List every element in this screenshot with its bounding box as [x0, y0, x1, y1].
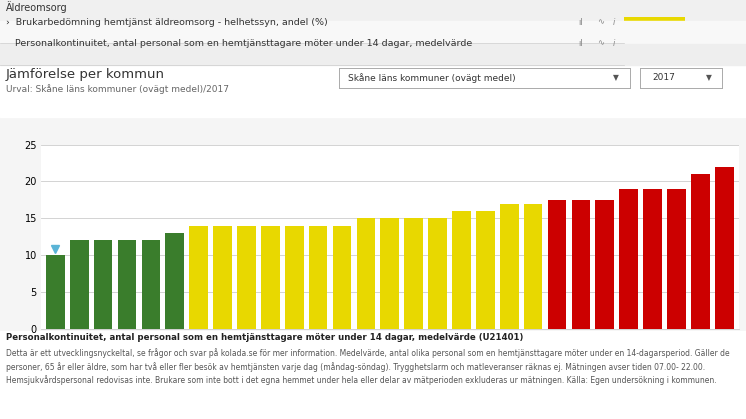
Text: ▼: ▼: [613, 73, 618, 83]
Bar: [715, 167, 733, 329]
Bar: [213, 226, 232, 329]
Bar: [285, 226, 304, 329]
Text: Personalkontinuitet, antal personal som en hemtjänsttagare möter under 14 dagar,: Personalkontinuitet, antal personal som …: [6, 333, 524, 342]
Bar: [595, 200, 614, 329]
Bar: [357, 218, 375, 329]
Text: Urval: Skåne läns kommuner (ovägt medel)/2017: Urval: Skåne läns kommuner (ovägt medel)…: [6, 84, 229, 94]
Bar: [476, 211, 495, 329]
Bar: [333, 226, 351, 329]
Bar: [70, 241, 89, 329]
Bar: [189, 226, 208, 329]
Bar: [691, 174, 709, 329]
Bar: [500, 204, 518, 329]
Text: i: i: [612, 39, 615, 47]
Bar: [118, 241, 137, 329]
Bar: [142, 241, 160, 329]
Bar: [46, 255, 65, 329]
Bar: [524, 204, 542, 329]
Bar: [380, 218, 399, 329]
Text: ∿: ∿: [597, 39, 604, 47]
Bar: [571, 200, 590, 329]
Text: 90: 90: [643, 21, 665, 38]
Bar: [404, 218, 423, 329]
Bar: [166, 233, 184, 329]
Text: Jämförelse per kommun: Jämförelse per kommun: [6, 68, 165, 81]
Text: ıl: ıl: [578, 39, 583, 47]
Text: Äldreomsorg: Äldreomsorg: [6, 1, 68, 13]
Text: 10: 10: [643, 44, 665, 62]
Bar: [452, 211, 471, 329]
Text: i: i: [612, 18, 615, 26]
Bar: [548, 200, 566, 329]
Bar: [667, 189, 686, 329]
Text: Personalkontinuitet, antal personal som en hemtjänsttagare möter under 14 dagar,: Personalkontinuitet, antal personal som …: [6, 39, 472, 47]
Bar: [643, 189, 662, 329]
Bar: [237, 226, 256, 329]
Text: Skåne läns kommuner (ovägt medel): Skåne läns kommuner (ovägt medel): [348, 73, 515, 83]
Text: ▼: ▼: [706, 73, 712, 83]
Text: 2017: 2017: [652, 73, 675, 83]
Bar: [309, 226, 327, 329]
Text: ›  Brukarbedömning hemtjänst äldreomsorg - helhetssyn, andel (%): › Brukarbedömning hemtjänst äldreomsorg …: [6, 18, 327, 26]
Bar: [428, 218, 447, 329]
Bar: [261, 226, 280, 329]
Text: Detta är ett utvecklingsnyckeltal, se frågor och svar på kolada.se för mer infor: Detta är ett utvecklingsnyckeltal, se fr…: [6, 349, 730, 385]
Text: ∿: ∿: [597, 18, 604, 26]
Bar: [94, 241, 113, 329]
Bar: [619, 189, 638, 329]
Text: ıl: ıl: [578, 18, 583, 26]
